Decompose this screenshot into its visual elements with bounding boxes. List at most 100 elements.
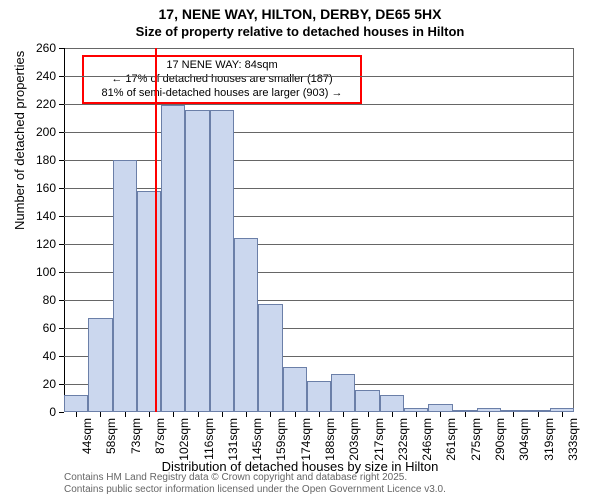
histogram-bar [185,110,209,412]
xtick-label: 217sqm [372,418,386,461]
histogram-bar [234,238,258,412]
xtick-mark [149,412,150,417]
ytick-label: 260 [36,41,56,55]
ytick-label: 40 [43,349,56,363]
gridline [64,104,574,105]
histogram-bar [88,318,112,412]
xtick-mark [270,412,271,417]
xtick-mark [173,412,174,417]
footer-line2: Contains public sector information licen… [64,484,446,496]
subject-marker-line [155,48,157,412]
xtick-mark [440,412,441,417]
xtick-label: 261sqm [444,418,458,461]
ytick-label: 80 [43,293,56,307]
ytick-label: 200 [36,125,56,139]
page-title-line1: 17, NENE WAY, HILTON, DERBY, DE65 5HX [0,6,600,24]
histogram-bar [428,404,452,412]
ytick-label: 20 [43,377,56,391]
ytick-label: 60 [43,321,56,335]
ytick-label: 140 [36,209,56,223]
xtick-mark [343,412,344,417]
histogram-bar [355,390,379,412]
footer-line1: Contains HM Land Registry data © Crown c… [64,472,446,484]
y-axis-line [64,48,65,412]
histogram-bar [137,191,161,412]
xtick-mark [465,412,466,417]
ytick-mark [59,300,64,301]
histogram-bar [161,105,185,412]
xtick-label: 319sqm [542,418,556,461]
ytick-mark [59,384,64,385]
xtick-mark [125,412,126,417]
histogram-bar [283,367,307,412]
ytick-mark [59,272,64,273]
ytick-mark [59,244,64,245]
xtick-mark [100,412,101,417]
xtick-mark [416,412,417,417]
ytick-label: 220 [36,97,56,111]
ytick-label: 160 [36,181,56,195]
histogram-bar [113,160,137,412]
xtick-label: 246sqm [420,418,434,461]
histogram-bar [307,381,331,412]
xtick-mark [246,412,247,417]
ytick-mark [59,356,64,357]
ytick-mark [59,48,64,49]
xtick-label: 73sqm [129,418,143,454]
xtick-label: 203sqm [347,418,361,461]
gridline [64,160,574,161]
histogram-plot: 17 NENE WAY: 84sqm ← 17% of detached hou… [64,48,574,412]
xtick-label: 145sqm [250,418,264,461]
gridline [64,76,574,77]
xtick-mark [76,412,77,417]
xtick-mark [295,412,296,417]
gridline [64,132,574,133]
xtick-label: 275sqm [469,418,483,461]
page-title-line2: Size of property relative to detached ho… [0,24,600,40]
ytick-mark [59,188,64,189]
xtick-label: 174sqm [299,418,313,461]
histogram-bar [331,374,355,412]
histogram-bar [64,395,88,412]
ytick-mark [59,76,64,77]
xtick-mark [392,412,393,417]
ytick-label: 120 [36,237,56,251]
callout-line1: 17 NENE WAY: 84sqm [90,59,354,73]
xtick-label: 232sqm [396,418,410,461]
xtick-mark [538,412,539,417]
xtick-label: 58sqm [104,418,118,454]
xtick-mark [222,412,223,417]
histogram-bar [258,304,282,412]
ytick-mark [59,328,64,329]
xtick-mark [489,412,490,417]
xtick-label: 116sqm [202,418,216,460]
xtick-mark [198,412,199,417]
xtick-label: 131sqm [226,418,240,461]
xtick-label: 87sqm [153,418,167,454]
xtick-label: 44sqm [80,418,94,454]
footer-attribution: Contains HM Land Registry data © Crown c… [64,472,446,496]
ytick-label: 0 [49,405,56,419]
ytick-label: 240 [36,69,56,83]
xtick-label: 304sqm [517,418,531,461]
histogram-bar [380,395,404,412]
ytick-label: 180 [36,153,56,167]
xtick-mark [513,412,514,417]
ytick-mark [59,160,64,161]
xtick-mark [319,412,320,417]
callout-line2: ← 17% of detached houses are smaller (18… [90,73,354,87]
ytick-mark [59,104,64,105]
y-axis-title: Number of detached properties [12,51,27,230]
xtick-mark [368,412,369,417]
xtick-mark [562,412,563,417]
xtick-label: 159sqm [274,418,288,461]
histogram-bar [210,110,234,412]
xtick-label: 188sqm [323,418,337,461]
xtick-label: 333sqm [566,418,580,461]
callout-box: 17 NENE WAY: 84sqm ← 17% of detached hou… [82,55,362,104]
gridline [64,188,574,189]
xtick-label: 102sqm [177,418,191,461]
ytick-mark [59,132,64,133]
ytick-mark [59,216,64,217]
ytick-mark [59,412,64,413]
